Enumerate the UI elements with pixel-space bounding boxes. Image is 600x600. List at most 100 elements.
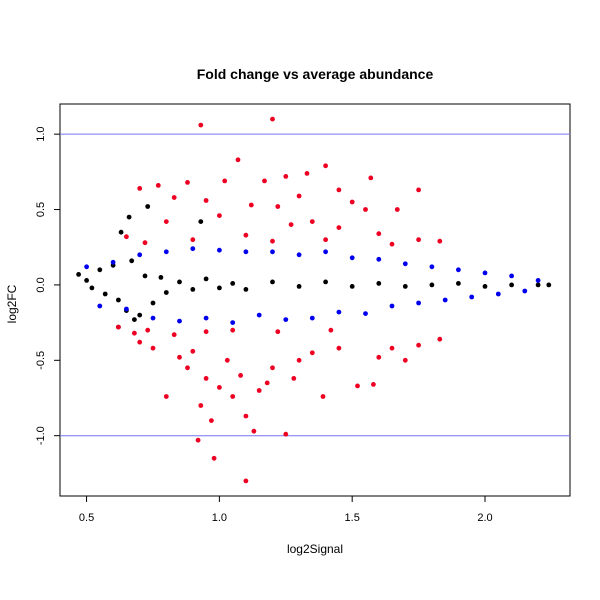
point-s1-9 (203, 315, 209, 321)
point-s1-23 (389, 303, 395, 309)
point-s2-78 (328, 327, 334, 333)
y-tick-label-2: 0.0 (35, 277, 47, 292)
point-s1-32 (509, 273, 514, 279)
point-s1-28 (456, 267, 461, 273)
point-s0-17 (203, 276, 209, 282)
point-s2-33 (243, 232, 249, 238)
point-s1-10 (217, 247, 222, 253)
point-s2-57 (264, 380, 270, 386)
y-axis-label: log2FC (5, 284, 19, 323)
point-s0-26 (402, 284, 408, 289)
x-axis: 0.5 1.0 1.5 2.0 (79, 496, 493, 524)
point-s1-21 (363, 311, 368, 316)
point-s2-27 (336, 225, 342, 231)
point-s2-68 (389, 345, 395, 351)
point-s2-69 (402, 357, 408, 363)
point-s2-1 (270, 116, 275, 122)
point-s0-34 (126, 214, 132, 220)
point-s1-12 (243, 249, 249, 255)
point-s0-15 (177, 279, 182, 285)
point-s1-8 (190, 246, 196, 252)
y-tick-label-3: 0.5 (35, 202, 47, 217)
point-s2-45 (198, 403, 204, 408)
point-s2-39 (150, 345, 156, 351)
point-s1-3 (124, 306, 129, 312)
point-s1-13 (256, 312, 262, 318)
point-s2-26 (288, 222, 294, 228)
reference-lines (60, 133, 570, 437)
point-s1-34 (535, 278, 541, 283)
point-s2-50 (224, 357, 230, 363)
point-s2-40 (163, 394, 169, 399)
point-s1-31 (495, 291, 501, 297)
point-s1-4 (137, 252, 143, 258)
point-s2-70 (416, 342, 421, 348)
point-s1-17 (309, 315, 315, 321)
point-s2-21 (275, 204, 281, 209)
point-s1-30 (482, 270, 488, 276)
point-s2-10 (368, 175, 374, 181)
point-s2-6 (262, 178, 267, 184)
point-s2-43 (190, 348, 196, 354)
point-s2-63 (320, 394, 326, 399)
point-s0-35 (198, 219, 204, 225)
point-s2-53 (243, 413, 249, 419)
point-s1-15 (283, 317, 289, 322)
point-s2-18 (394, 207, 400, 212)
point-s2-24 (217, 213, 222, 219)
point-s1-1 (97, 303, 103, 309)
point-s2-37 (116, 324, 121, 330)
point-s2-49 (217, 385, 222, 390)
data-points (76, 116, 552, 484)
point-s0-4 (102, 291, 108, 297)
point-s2-42 (185, 365, 190, 371)
point-s0-6 (116, 297, 121, 303)
point-s2-38 (137, 339, 143, 345)
point-s0-30 (509, 282, 514, 288)
point-s2-64 (336, 345, 342, 351)
point-s1-26 (429, 264, 435, 270)
point-s0-31 (535, 282, 541, 288)
point-s0-11 (142, 273, 148, 279)
point-s1-20 (349, 255, 355, 261)
point-s2-5 (283, 174, 289, 179)
y-axis: -1.0 -0.5 0.0 0.5 1.0 (35, 127, 60, 445)
point-s1-27 (442, 297, 448, 303)
point-s2-0 (198, 122, 204, 128)
x-tick-label-2: 1.5 (345, 512, 360, 524)
point-s2-74 (171, 332, 177, 338)
point-s0-0 (76, 272, 81, 277)
point-s2-9 (137, 186, 143, 191)
point-s1-7 (177, 318, 182, 324)
point-s0-9 (129, 258, 135, 264)
point-s0-20 (243, 287, 249, 292)
point-s2-56 (256, 388, 262, 393)
point-s0-19 (230, 281, 236, 286)
y-tick-label-4: 1.0 (35, 127, 47, 142)
point-s2-73 (145, 327, 151, 333)
point-s2-66 (371, 382, 376, 387)
point-s1-14 (270, 249, 275, 255)
point-s2-20 (248, 202, 254, 208)
point-s2-25 (309, 219, 315, 225)
point-s2-71 (437, 336, 443, 342)
point-s2-54 (243, 478, 249, 484)
x-tick-label-3: 2.0 (477, 512, 492, 524)
point-s2-75 (203, 329, 209, 335)
point-s1-24 (402, 261, 408, 267)
plot-frame (59, 103, 571, 497)
point-s2-51 (230, 394, 236, 399)
x-axis-label: log2Signal (287, 542, 343, 556)
point-s0-24 (349, 284, 355, 289)
y-tick-label-0: -1.0 (35, 426, 47, 445)
point-s2-17 (349, 199, 355, 205)
point-s2-4 (304, 171, 310, 176)
point-s0-3 (97, 267, 103, 273)
point-s2-19 (363, 207, 368, 212)
point-s0-2 (89, 285, 95, 291)
point-s2-52 (238, 373, 244, 378)
point-s1-33 (522, 288, 528, 294)
point-s0-27 (429, 282, 435, 288)
point-s1-16 (296, 252, 302, 258)
point-s0-21 (270, 279, 275, 285)
